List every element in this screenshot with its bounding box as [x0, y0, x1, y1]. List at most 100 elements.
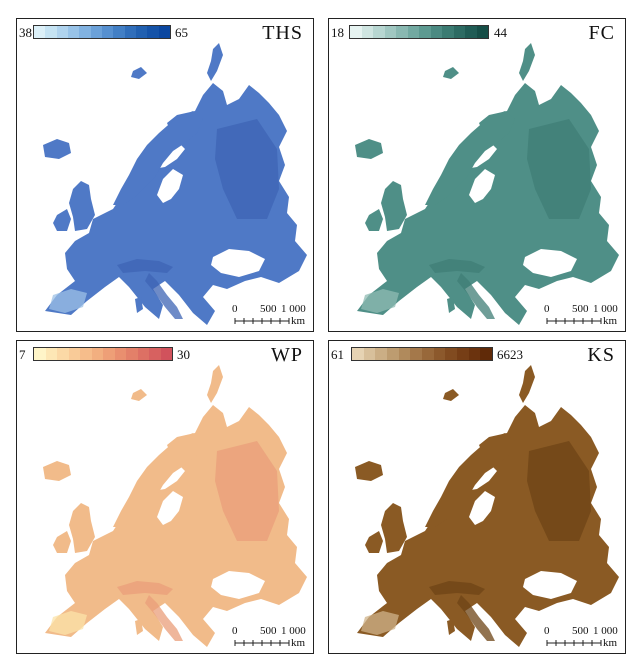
svalbard-land: [443, 67, 459, 79]
eastern-shade: [215, 441, 279, 541]
legend-color-step: [114, 348, 126, 360]
iberia-highlight: [361, 289, 399, 313]
legend-color-step: [480, 348, 493, 360]
iceland-land: [355, 461, 383, 481]
scale-line: [546, 318, 602, 324]
scale-unit-label: km: [291, 315, 306, 327]
alps-band: [429, 581, 485, 595]
legend-min-label: 18: [331, 25, 344, 40]
legend-color-step: [407, 26, 419, 38]
scale-tick-label: 1 000: [281, 303, 306, 315]
black-sea: [211, 249, 265, 277]
scale-bar: 0 500 1 000 km: [543, 625, 623, 649]
legend-color-step: [160, 348, 172, 360]
sardinia-land: [135, 297, 143, 313]
ireland-land: [365, 531, 383, 553]
ireland-land: [365, 209, 383, 231]
legend-color-step: [124, 26, 136, 38]
map-panel-ths: 38 65 THS 0 500 1 000 km: [16, 18, 314, 332]
scale-bar: 0 500 1 000 km: [231, 303, 311, 327]
legend-color-step: [80, 348, 92, 360]
legend-color-step: [457, 348, 469, 360]
legend-color-step: [422, 348, 434, 360]
legend-color-step: [149, 348, 161, 360]
legend-color-step: [445, 348, 458, 360]
legend-color-step: [453, 26, 465, 38]
europe-map: [43, 43, 307, 325]
legend-color-step: [67, 26, 80, 38]
legend-color-step: [79, 26, 91, 38]
scale-tick-label: 0: [544, 625, 550, 637]
ireland-land: [53, 531, 71, 553]
ireland-land: [53, 209, 71, 231]
europe-map: [355, 43, 619, 325]
legend-color-step: [419, 26, 431, 38]
novaya-zemlya-land: [519, 365, 535, 403]
scale-unit-label: km: [603, 315, 618, 327]
panel-title: THS: [262, 22, 303, 44]
legend-color-step: [442, 26, 454, 38]
map-panel-fc: 18 44 FC 0 500 1 000 km: [328, 18, 626, 332]
baltic-sea: [469, 491, 495, 525]
legend-color-step: [113, 26, 125, 38]
panel-title: KS: [587, 344, 615, 366]
iceland-land: [43, 461, 71, 481]
svalbard-land: [131, 67, 147, 79]
legend-color-step: [352, 348, 364, 360]
svalbard-land: [443, 389, 459, 401]
legend-color-step: [90, 26, 102, 38]
legend-color-step: [56, 26, 68, 38]
italy-land: [145, 273, 183, 319]
panel-title: WP: [271, 344, 303, 366]
baltic-sea: [157, 169, 183, 203]
iberia-highlight: [49, 611, 87, 635]
black-sea: [523, 249, 577, 277]
sardinia-land: [135, 619, 143, 635]
legend-color-step: [465, 26, 477, 38]
legend-min-label: 7: [19, 347, 26, 362]
great-britain-land: [69, 503, 95, 553]
scale-unit-label: km: [603, 637, 618, 649]
italy-land: [457, 273, 495, 319]
legend-color-step: [430, 26, 442, 38]
legend-color-step: [101, 26, 114, 38]
legend-color-step: [158, 26, 170, 38]
legend-max-label: 65: [175, 25, 188, 40]
legend-color-step: [361, 26, 373, 38]
novaya-zemlya-land: [207, 365, 223, 403]
scale-unit-label: km: [291, 637, 306, 649]
iceland-land: [355, 139, 383, 159]
baltic-sea: [469, 169, 495, 203]
legend-color-step: [396, 26, 408, 38]
scandinavia-land: [425, 433, 515, 527]
legend-color-step: [398, 348, 411, 360]
great-britain-land: [69, 181, 95, 231]
iberia-highlight: [361, 611, 399, 635]
legend-color-step: [34, 26, 46, 38]
legend-color-step: [350, 26, 362, 38]
legend-color-step: [137, 348, 149, 360]
legend-color-step: [68, 348, 80, 360]
legend-color-step: [363, 348, 376, 360]
legend-color-step: [433, 348, 446, 360]
scandinavia-land: [113, 111, 203, 205]
legend-color-step: [373, 26, 385, 38]
sardinia-land: [447, 619, 455, 635]
scale-tick-label: 0: [232, 625, 238, 637]
italy-land: [457, 595, 495, 641]
legend-max-label: 44: [494, 25, 507, 40]
novaya-zemlya-land: [519, 43, 535, 81]
scandinavia-land: [425, 111, 515, 205]
alps-band: [429, 259, 485, 273]
scale-tick-label: 500: [572, 625, 589, 637]
legend-color-step: [410, 348, 423, 360]
legend-max-label: 30: [177, 347, 190, 362]
scale-bar: 0 500 1 000 km: [231, 625, 311, 649]
legend-color-step: [91, 348, 103, 360]
legend-color-step: [126, 348, 138, 360]
legend-color-step: [135, 26, 148, 38]
eastern-shade: [215, 119, 279, 219]
italy-land: [145, 595, 183, 641]
legend-max-label: 6623: [497, 347, 523, 362]
legend-color-step: [147, 26, 159, 38]
